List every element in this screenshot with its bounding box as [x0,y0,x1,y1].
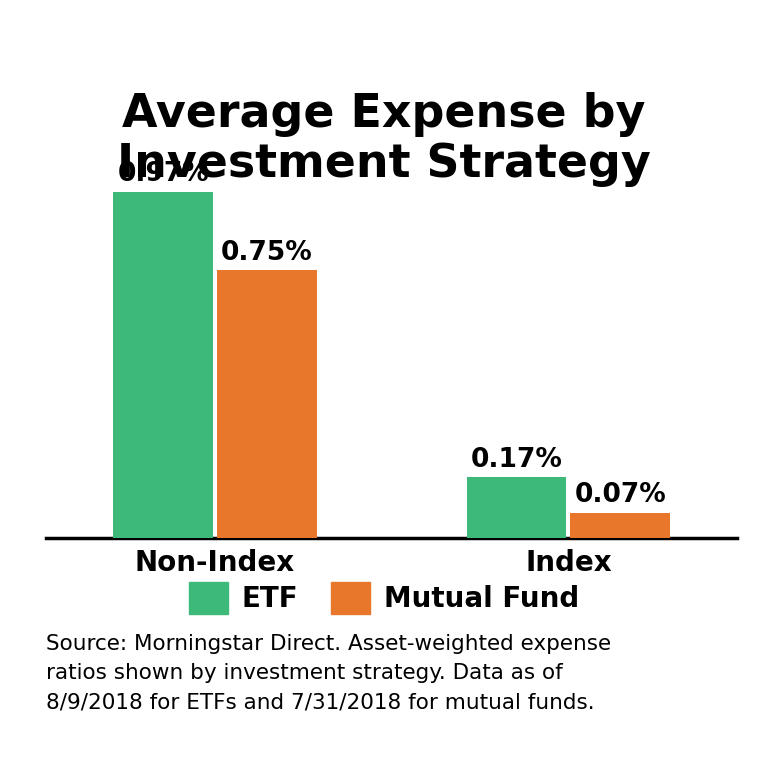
Bar [114,192,213,538]
Bar [217,270,317,538]
Text: 0.75%: 0.75% [221,240,313,266]
Text: 0.97%: 0.97% [118,161,209,187]
Text: Source: Morningstar Direct. Asset-weighted expense
ratios shown by investment st: Source: Morningstar Direct. Asset-weight… [46,634,611,713]
Text: 0.17%: 0.17% [471,447,562,473]
Text: 0.07%: 0.07% [574,482,666,508]
Text: Average Expense by
Investment Strategy: Average Expense by Investment Strategy [118,92,650,187]
Bar [467,477,567,538]
Legend: ETF, Mutual Fund: ETF, Mutual Fund [177,571,591,625]
Bar [570,513,670,538]
